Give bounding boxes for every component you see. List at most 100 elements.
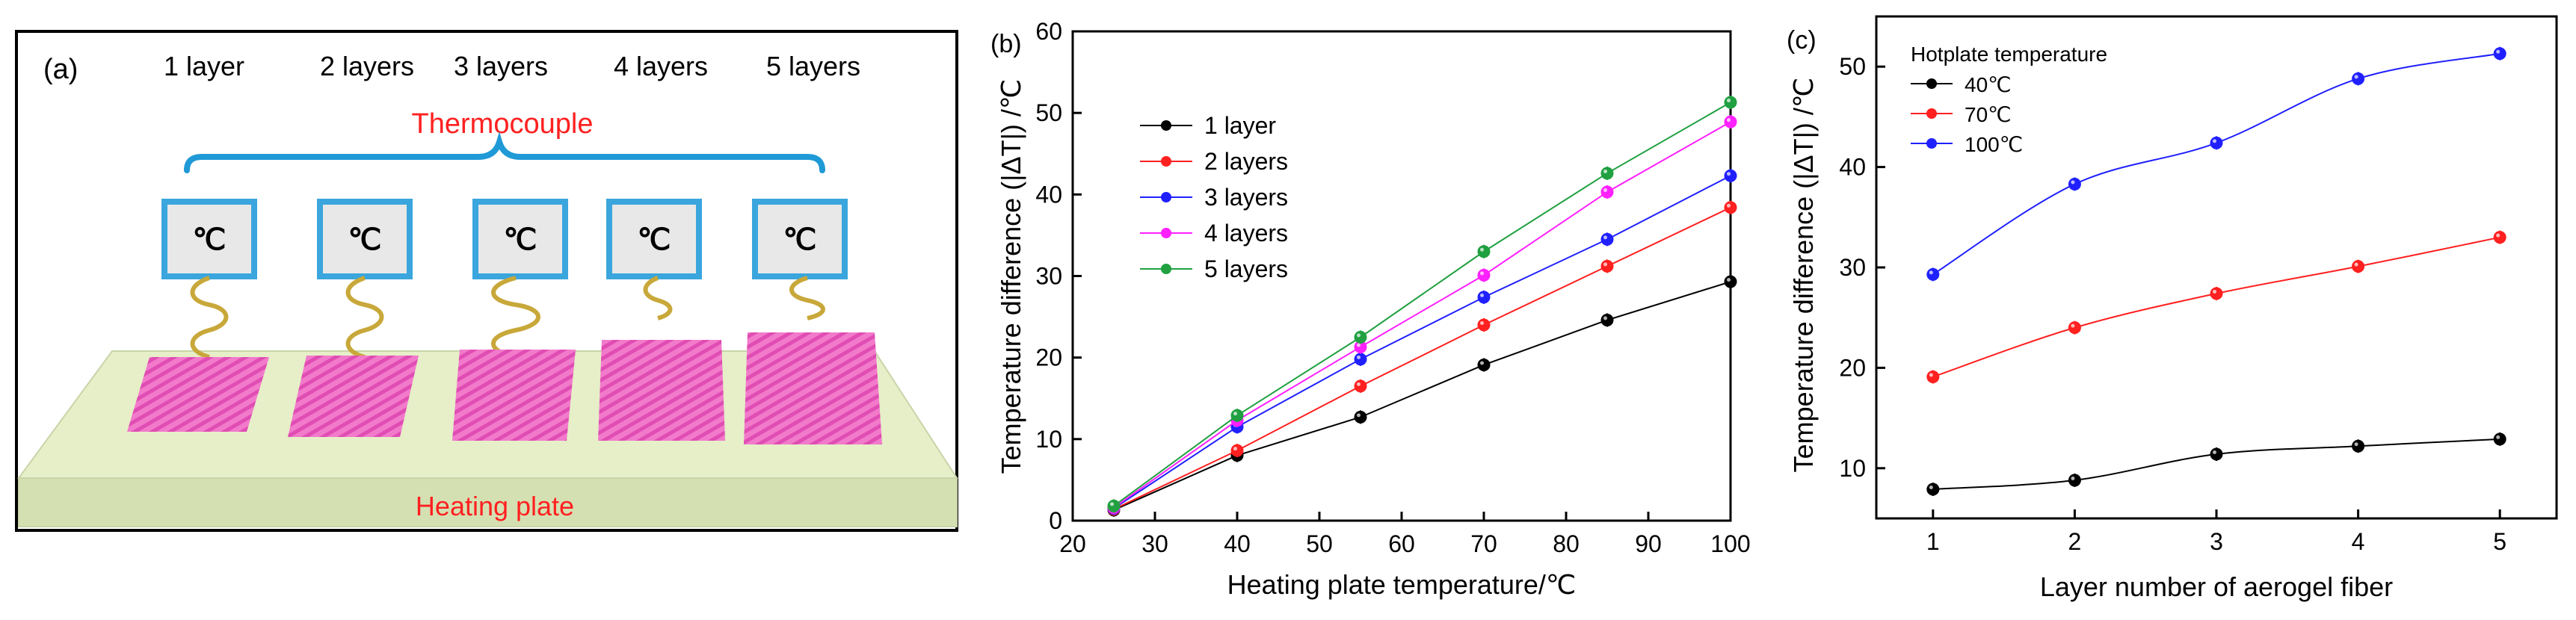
thermocouple-label: Thermocouple [412, 108, 594, 140]
x-tick-label: 100 [1710, 530, 1750, 557]
meter-5-symbol: ℃ [783, 223, 817, 256]
data-point-highlight [1480, 293, 1484, 297]
legend-marker-3 [1161, 192, 1171, 202]
data-point-highlight [1727, 98, 1731, 102]
chart-b-frame [1071, 30, 1732, 522]
data-point-1-4 [1477, 358, 1491, 371]
data-point-2-5 [1600, 259, 1614, 273]
meter-1-symbol: ℃ [193, 223, 227, 256]
chart-b: (b) Heating plate temperature/℃ Temperat… [990, 18, 1751, 600]
fiber-stack-5 [744, 332, 882, 444]
y-tick-label: 50 [1839, 53, 1866, 80]
chart-b-xlabel: Heating plate temperature/℃ [1227, 569, 1577, 600]
y-tick-label: 30 [1035, 263, 1062, 290]
data-point-5-1 [1107, 499, 1121, 512]
x-tick-label: 30 [1141, 530, 1168, 557]
data-point-highlight [1357, 355, 1361, 359]
data-point-highlight [1603, 235, 1607, 240]
data-point-highlight [1603, 316, 1607, 320]
data-point-5-4 [1477, 245, 1491, 258]
legend-label-3: 100℃ [1965, 133, 2023, 156]
y-tick-label: 10 [1035, 426, 1062, 453]
chart-c-ylabel: Temperature difference (|ΔT|) /℃ [1788, 78, 1819, 473]
data-point-3-2 [2068, 177, 2081, 190]
data-point-highlight [1727, 278, 1731, 282]
y-tick-label: 10 [1839, 455, 1866, 482]
data-point-2-4 [1477, 318, 1491, 332]
data-point-highlight [1357, 413, 1361, 418]
chart-b-marks: 20 30 40 50 60 70 80 90 100 0 10 20 30 40 50 60 1 layer 2… [1035, 18, 1750, 557]
x-tick-label: 50 [1306, 530, 1333, 557]
data-point-2-2 [2068, 321, 2081, 335]
data-point-highlight [2213, 450, 2216, 454]
data-point-1-3 [2210, 447, 2223, 461]
data-point-highlight [2354, 442, 2358, 447]
data-point-highlight [1480, 247, 1484, 252]
data-point-5-3 [1354, 330, 1367, 344]
data-point-4-6 [1724, 115, 1737, 128]
legend-marker-1 [1926, 78, 1937, 89]
data-point-5-6 [1724, 96, 1737, 109]
data-point-1-6 [1724, 275, 1737, 288]
data-point-highlight [1110, 502, 1114, 506]
data-point-highlight [1480, 321, 1484, 325]
data-point-highlight [1603, 169, 1607, 173]
spring-2 [345, 276, 384, 359]
layer-label-4: 4 layers [614, 51, 708, 81]
x-tick-label: 60 [1388, 530, 1415, 557]
data-point-3-4 [2352, 72, 2365, 85]
spring-5 [789, 276, 825, 320]
data-point-5-5 [1600, 167, 1614, 180]
data-point-3-4 [1477, 291, 1491, 304]
data-point-highlight [1233, 412, 1237, 416]
fiber-stack-3 [452, 350, 576, 441]
data-point-1-1 [1926, 483, 1940, 496]
fiber-stack-2 [288, 356, 419, 437]
data-point-1-2 [2068, 474, 2081, 487]
data-point-3-3 [2210, 136, 2223, 149]
x-tick-label: 40 [1224, 530, 1251, 557]
legend-label-2: 2 layers [1204, 148, 1288, 175]
data-point-highlight [1480, 361, 1484, 365]
data-point-highlight [1357, 382, 1361, 386]
data-point-2-1 [1926, 370, 1940, 383]
x-tick-label: 3 [2210, 528, 2223, 555]
chart-c: (c) Layer number of aerogel fiber Temper… [1787, 15, 2558, 602]
meter-3 [472, 199, 568, 279]
legend-marker-2 [1926, 108, 1937, 119]
meter-5 [752, 199, 848, 279]
series-line-2 [1932, 236, 2500, 378]
series-line-2 [1113, 206, 1731, 510]
data-point-1-5 [1600, 313, 1614, 326]
sample-unit-5: ℃ [744, 199, 882, 444]
legend-marker-5 [1161, 264, 1171, 274]
data-point-highlight [1727, 118, 1731, 123]
data-point-highlight [2071, 180, 2075, 185]
data-point-3-1 [1926, 267, 1940, 281]
sample-unit-2: ℃ [288, 199, 419, 437]
heating-plate-side [18, 477, 958, 527]
layer-label-5: 5 layers [766, 51, 860, 81]
data-point-highlight [2213, 139, 2216, 143]
layer-label-3: 3 layers [454, 51, 548, 81]
series-line-3 [1113, 175, 1731, 509]
series-line-1 [1113, 281, 1731, 511]
data-point-highlight [1603, 188, 1607, 193]
data-point-highlight [1929, 373, 1933, 377]
chart-b-ylabel: Temperature difference (|ΔT|) /℃ [996, 79, 1026, 474]
data-point-highlight [1480, 271, 1484, 276]
data-point-1-4 [2352, 439, 2365, 453]
data-point-highlight [1603, 262, 1607, 267]
data-point-highlight [2354, 262, 2358, 267]
data-point-highlight [1929, 270, 1933, 275]
chart-c-panel-label: (c) [1787, 26, 1817, 55]
y-tick-label: 50 [1035, 99, 1062, 126]
data-point-highlight [2496, 49, 2500, 54]
data-point-2-6 [1724, 201, 1737, 214]
data-point-highlight [1727, 172, 1731, 176]
legend-marker-1 [1161, 120, 1171, 131]
data-point-2-3 [1354, 379, 1367, 393]
legend-marker-2 [1161, 156, 1171, 167]
x-tick-label: 20 [1059, 530, 1086, 557]
spring-3 [491, 276, 540, 359]
